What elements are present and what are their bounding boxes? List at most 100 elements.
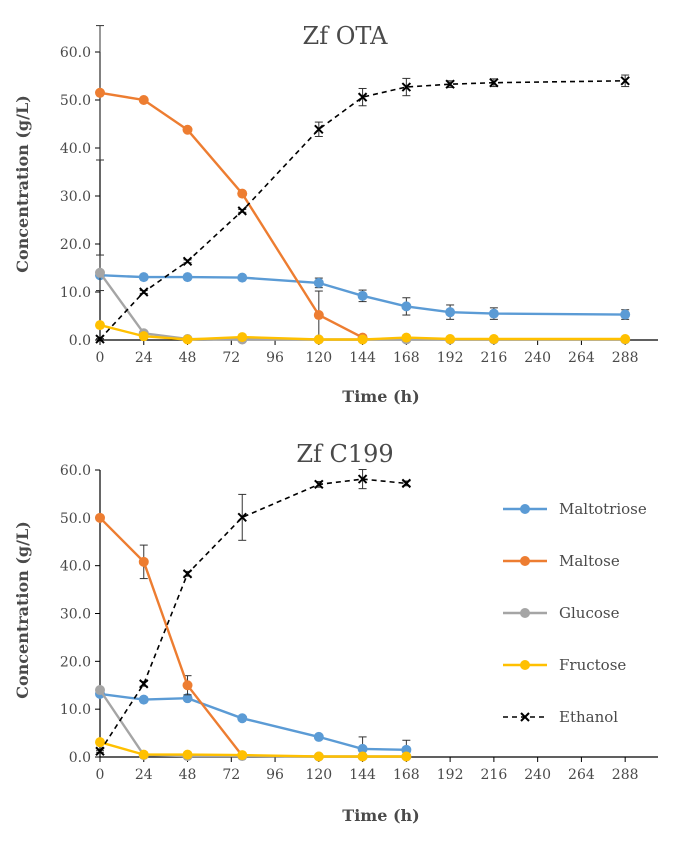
x-axis-label: Time (h) bbox=[342, 387, 419, 406]
x-tick-label: 72 bbox=[222, 350, 240, 366]
x-tick-label: 144 bbox=[349, 350, 376, 366]
series-line bbox=[99, 478, 407, 752]
data-point bbox=[314, 124, 324, 134]
x-tick-label: 168 bbox=[393, 350, 420, 366]
data-point bbox=[182, 749, 193, 760]
data-point bbox=[237, 512, 247, 523]
data-point bbox=[95, 512, 105, 523]
marker-stroke bbox=[489, 78, 499, 88]
series-maltose bbox=[95, 512, 248, 761]
x-tick-label: 216 bbox=[481, 767, 508, 783]
data-point bbox=[620, 334, 631, 345]
marker-stroke bbox=[314, 479, 324, 490]
x-tick-label: 288 bbox=[612, 767, 639, 783]
legend-marker bbox=[520, 504, 530, 514]
legend-entry: Glucose bbox=[503, 604, 620, 622]
series-line bbox=[99, 91, 364, 339]
data-point bbox=[357, 751, 368, 762]
marker-stroke bbox=[237, 512, 247, 523]
legend-marker bbox=[520, 556, 530, 566]
data-point bbox=[313, 751, 324, 762]
x-tick-label: 144 bbox=[349, 767, 376, 783]
x-tick-label: 48 bbox=[179, 767, 197, 783]
series-maltotriose bbox=[95, 270, 631, 320]
legend: Maltotriose Maltose Glucose Fructose Ethanol bbox=[503, 500, 647, 726]
legend-label: Glucose bbox=[559, 604, 620, 622]
data-point bbox=[357, 334, 368, 345]
marker-stroke bbox=[357, 92, 368, 102]
data-point bbox=[182, 569, 193, 579]
x-tick-label: 240 bbox=[524, 350, 551, 366]
legend-entry: Maltose bbox=[503, 552, 620, 570]
data-point bbox=[95, 267, 105, 278]
x-tick-label: 96 bbox=[266, 350, 284, 366]
y-tick-label: 10.0 bbox=[60, 285, 91, 301]
series-fructose bbox=[95, 737, 412, 762]
legend-marker bbox=[520, 608, 530, 618]
marker-stroke bbox=[95, 334, 105, 344]
legend-entry: Maltotriose bbox=[503, 500, 647, 518]
y-tick-label: 60.0 bbox=[60, 463, 91, 479]
data-point bbox=[95, 685, 105, 696]
series-ethanol bbox=[95, 74, 630, 344]
x-tick-label: 0 bbox=[96, 350, 105, 366]
data-point bbox=[138, 272, 149, 283]
data-point bbox=[313, 334, 324, 345]
y-axis-label: Concentration (g/L) bbox=[13, 521, 32, 699]
legend-marker bbox=[520, 660, 530, 670]
data-point bbox=[139, 287, 149, 297]
data-point bbox=[401, 751, 412, 762]
data-point bbox=[313, 731, 324, 742]
marker-stroke bbox=[401, 82, 412, 92]
data-point bbox=[489, 78, 499, 88]
data-point bbox=[357, 92, 368, 102]
data-point bbox=[401, 301, 412, 312]
marker-stroke bbox=[182, 569, 193, 579]
y-tick-label: 40.0 bbox=[60, 141, 91, 157]
legend-label: Maltose bbox=[559, 552, 620, 570]
x-tick-label: 264 bbox=[568, 767, 595, 783]
data-point bbox=[445, 334, 456, 345]
data-point bbox=[237, 332, 248, 343]
series-maltotriose bbox=[95, 688, 412, 758]
y-tick-label: 10.0 bbox=[60, 702, 91, 718]
data-point bbox=[401, 332, 412, 343]
x-tick-label: 288 bbox=[612, 350, 639, 366]
data-point bbox=[237, 188, 248, 199]
x-tick-label: 24 bbox=[135, 350, 153, 366]
y-tick-label: 40.0 bbox=[60, 559, 91, 575]
data-point bbox=[139, 679, 149, 689]
data-point bbox=[314, 479, 324, 490]
y-tick-label: 20.0 bbox=[60, 237, 91, 253]
data-point bbox=[357, 474, 368, 484]
legend-label: Fructose bbox=[559, 656, 626, 674]
data-point bbox=[182, 256, 193, 266]
data-point bbox=[488, 308, 499, 319]
x-tick-label: 216 bbox=[481, 350, 508, 366]
data-point bbox=[401, 82, 412, 92]
marker-stroke bbox=[139, 679, 149, 689]
marker-stroke bbox=[237, 206, 247, 216]
data-point bbox=[357, 290, 368, 301]
marker-stroke bbox=[620, 76, 630, 86]
data-point bbox=[138, 95, 149, 105]
x-axis-label: Time (h) bbox=[342, 806, 419, 825]
y-tick-label: 50.0 bbox=[60, 93, 91, 109]
data-point bbox=[313, 277, 324, 288]
data-point bbox=[138, 331, 149, 342]
data-point bbox=[313, 310, 324, 321]
data-point bbox=[237, 750, 248, 761]
data-point bbox=[182, 272, 193, 283]
x-tick-label: 72 bbox=[222, 767, 240, 783]
data-point bbox=[95, 334, 105, 344]
data-point bbox=[182, 680, 193, 691]
x-tick-label: 24 bbox=[135, 767, 153, 783]
series-line bbox=[99, 80, 626, 340]
legend-marker bbox=[520, 712, 530, 722]
y-tick-label: 60.0 bbox=[60, 45, 91, 61]
y-axis-label: Concentration (g/L) bbox=[13, 95, 32, 273]
data-point bbox=[182, 693, 193, 704]
data-point bbox=[95, 746, 105, 756]
chart-title: Zf C199 bbox=[296, 440, 393, 468]
